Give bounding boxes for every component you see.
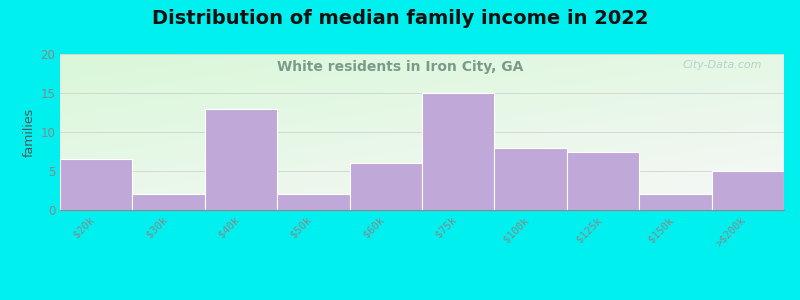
Text: Distribution of median family income in 2022: Distribution of median family income in … — [152, 9, 648, 28]
Bar — [350, 163, 422, 210]
Bar — [277, 194, 350, 210]
Bar — [205, 109, 278, 210]
Bar — [494, 148, 567, 210]
Bar — [60, 159, 133, 210]
Bar — [639, 194, 712, 210]
Y-axis label: families: families — [23, 107, 36, 157]
Text: City-Data.com: City-Data.com — [682, 60, 762, 70]
Bar — [133, 194, 205, 210]
Bar — [422, 93, 494, 210]
Text: White residents in Iron City, GA: White residents in Iron City, GA — [277, 60, 523, 74]
Bar — [567, 152, 639, 210]
Bar — [712, 171, 784, 210]
